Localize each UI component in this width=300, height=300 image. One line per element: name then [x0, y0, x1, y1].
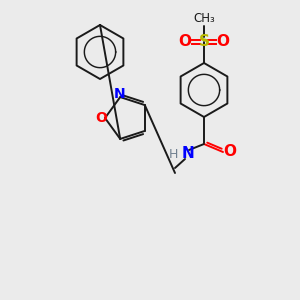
- Text: CH₃: CH₃: [193, 12, 215, 25]
- Text: N: N: [182, 146, 194, 160]
- Text: O: O: [224, 145, 236, 160]
- Text: H: H: [168, 148, 178, 160]
- Text: N: N: [113, 87, 125, 101]
- Text: O: O: [178, 34, 191, 50]
- Text: O: O: [95, 111, 107, 125]
- Text: S: S: [199, 34, 209, 50]
- Text: O: O: [217, 34, 230, 50]
